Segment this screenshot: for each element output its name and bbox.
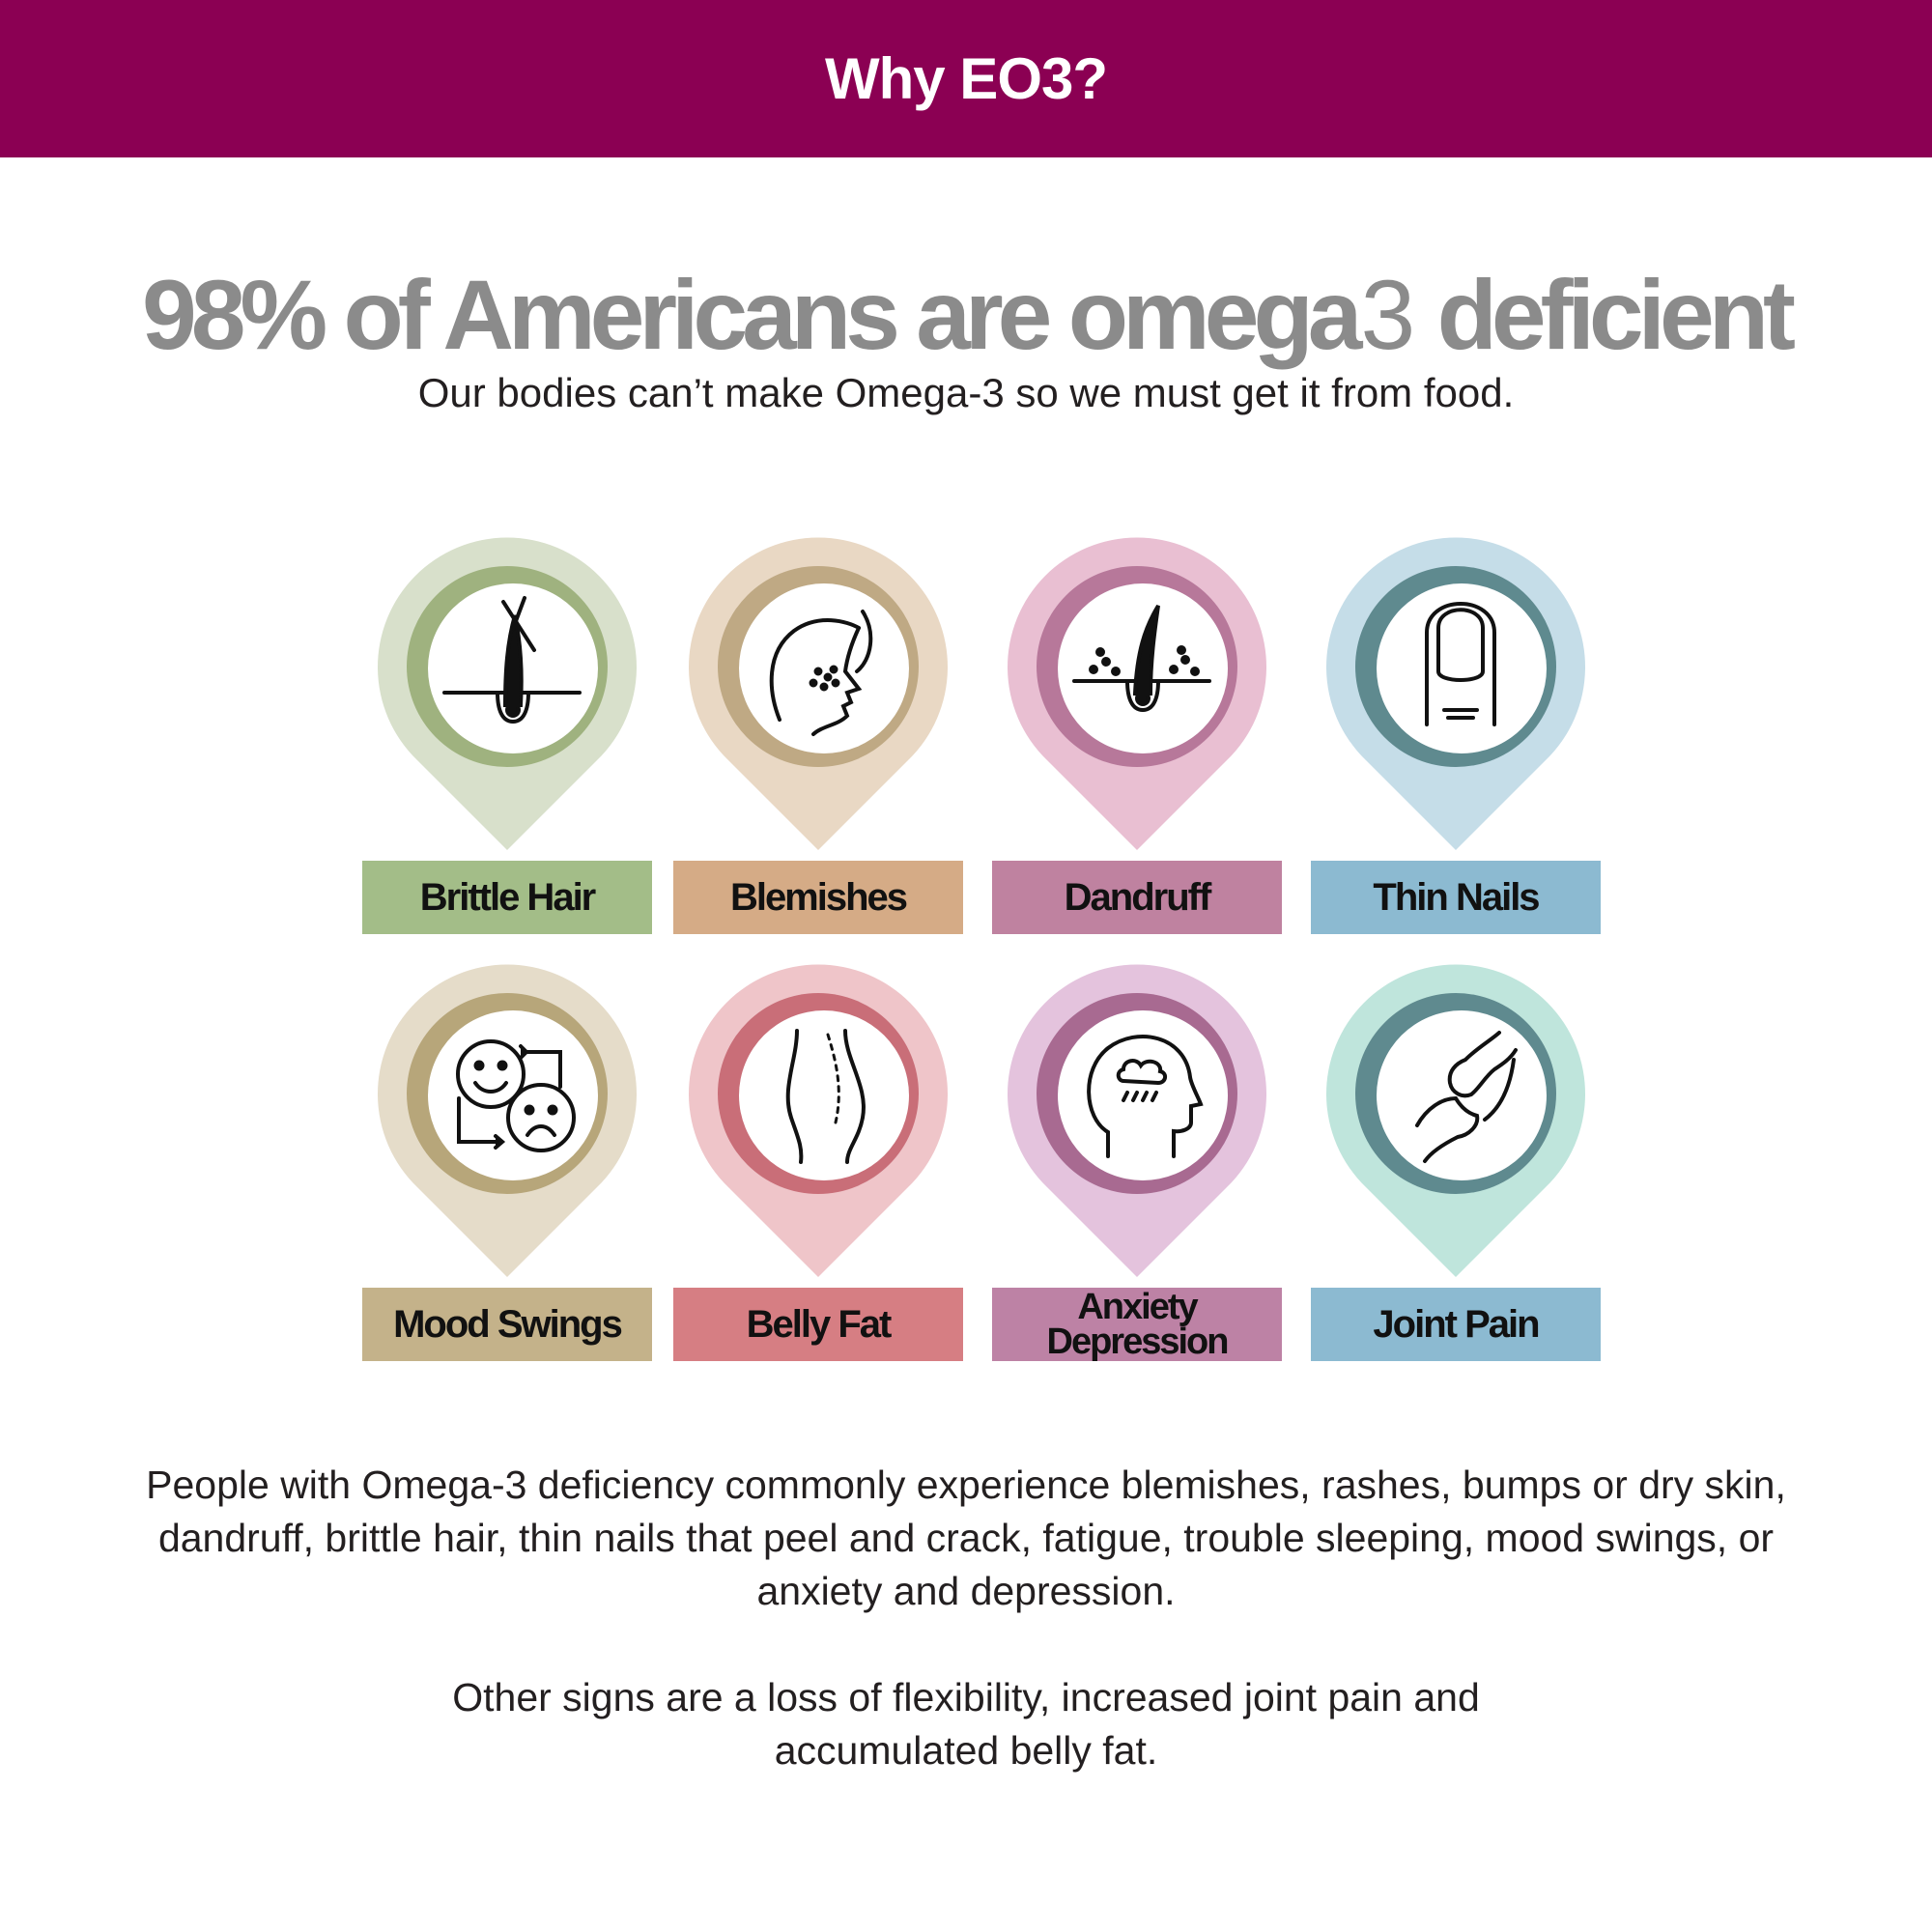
- banner-title: Why EO3?: [824, 46, 1108, 111]
- label-box: Dandruff: [992, 861, 1282, 934]
- paragraph-other-signs: Other signs are a loss of flexibility, i…: [452, 1675, 1480, 1773]
- label-box: Anxiety Depression: [992, 1288, 1282, 1361]
- paragraph-symptoms: People with Omega-3 deficiency commonly …: [146, 1463, 1786, 1613]
- label-text: Belly Fat: [746, 1302, 893, 1346]
- label-text: Blemishes: [729, 875, 908, 919]
- label-text-line1: Anxiety: [1077, 1287, 1198, 1327]
- headline-three: 3: [1360, 260, 1416, 370]
- label-box: Mood Swings: [362, 1288, 652, 1361]
- face-blemish-icon: [769, 610, 873, 736]
- label-text: Joint Pain: [1373, 1302, 1540, 1346]
- dandruff-icon: [1072, 604, 1211, 713]
- pin-marker: [689, 964, 948, 1277]
- label-box: Joint Pain: [1311, 1288, 1601, 1361]
- nail-icon: [1425, 602, 1496, 726]
- label-text: Dandruff: [1064, 875, 1212, 919]
- pin-marker: [1008, 964, 1266, 1277]
- header-banner: Why EO3?: [0, 0, 1932, 157]
- label-text: Mood Swings: [393, 1302, 623, 1346]
- pin-marker: [378, 537, 637, 850]
- label-box: Brittle Hair: [362, 861, 652, 934]
- headline-rest: deficient: [1415, 260, 1796, 370]
- anxious-head-icon: [1087, 1035, 1204, 1158]
- mood-swings-icon: [456, 1039, 576, 1152]
- pin-marker: [1326, 537, 1585, 850]
- pin-marker: [689, 537, 948, 850]
- label-box: Blemishes: [673, 861, 963, 934]
- pin-marker: [1326, 964, 1585, 1277]
- joint-icon: [1415, 1031, 1518, 1163]
- label-box: Belly Fat: [673, 1288, 963, 1361]
- subheadline: Our bodies can’t make Omega-3 so we must…: [417, 370, 1515, 415]
- label-text: Brittle Hair: [419, 875, 596, 919]
- label-box: Thin Nails: [1311, 861, 1601, 934]
- label-text-line2: Depression: [1046, 1321, 1230, 1362]
- belly-fat-icon: [785, 1029, 866, 1164]
- headline-main: 98% of Americans are omega: [142, 260, 1363, 370]
- pin-marker: [378, 964, 637, 1277]
- label-text: Thin Nails: [1373, 875, 1540, 919]
- pin-marker: [1008, 537, 1266, 850]
- headline: 98% of Americans are omega3 deficient: [0, 266, 1932, 364]
- brittle-hair-icon: [442, 596, 582, 724]
